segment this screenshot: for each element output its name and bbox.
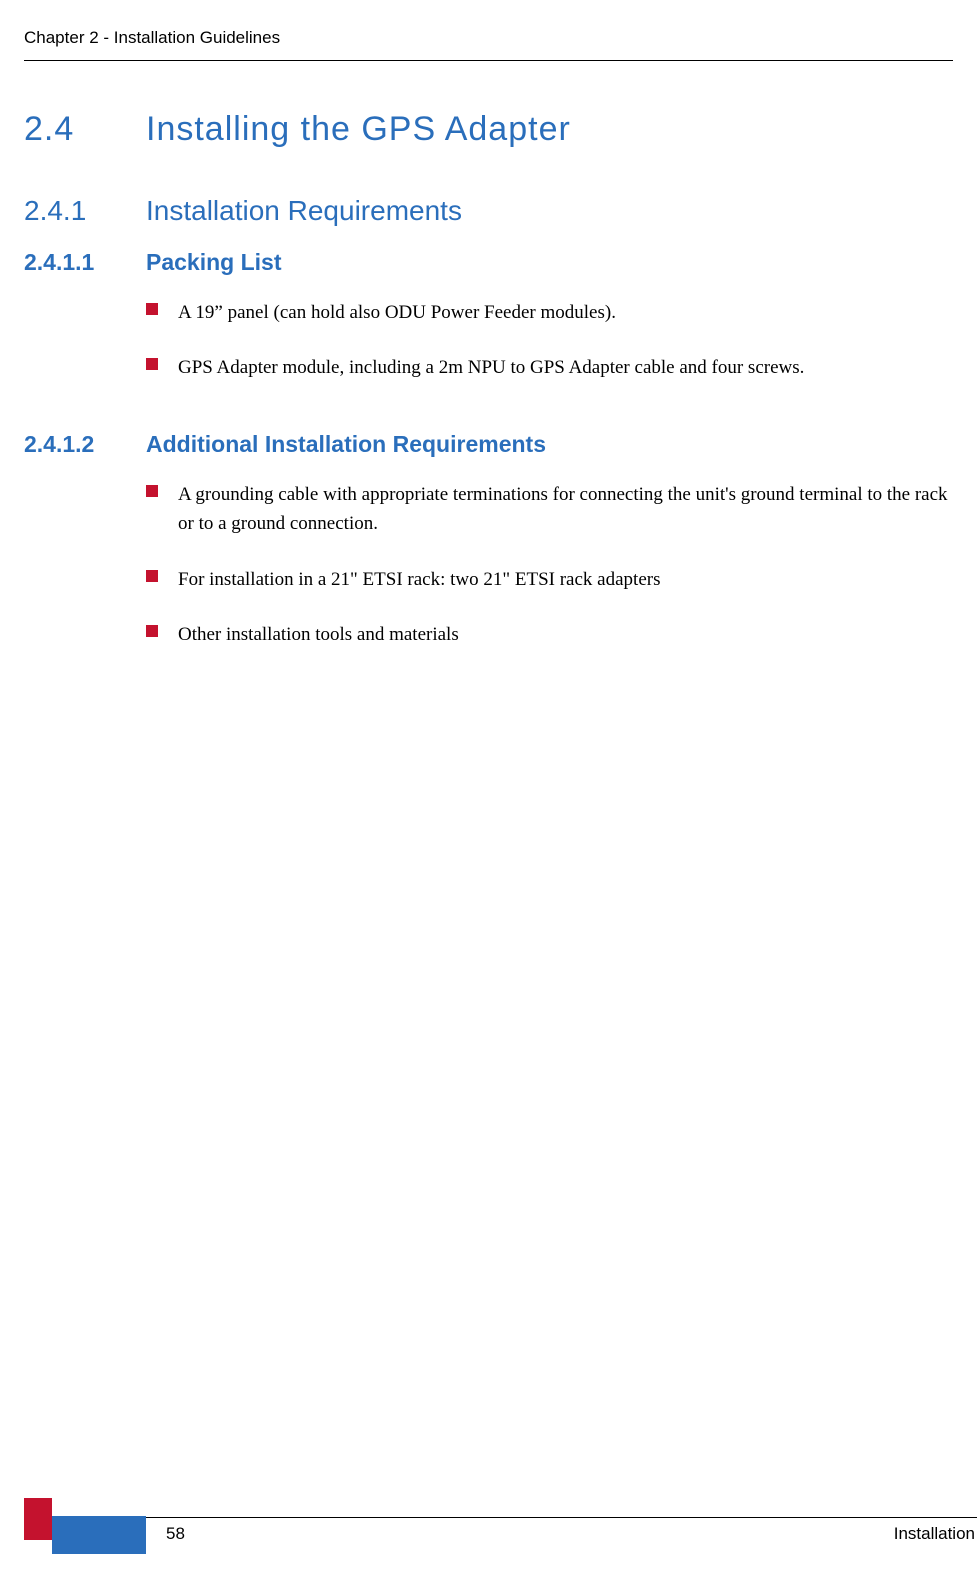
bullet-square-icon — [146, 358, 158, 370]
page-number: 58 — [166, 1524, 185, 1544]
heading-2-4-1-1: 2.4.1.1 Packing List — [24, 249, 953, 276]
bullet-square-icon — [146, 625, 158, 637]
bullet-square-icon — [146, 303, 158, 315]
list-item-text: For installation in a 21" ETSI rack: two… — [178, 565, 660, 594]
heading-number: 2.4.1.1 — [24, 249, 146, 276]
footer-rule — [146, 1517, 977, 1518]
heading-number: 2.4.1 — [24, 195, 146, 227]
page: Chapter 2 - Installation Guidelines 2.4 … — [0, 0, 977, 1576]
page-content: 2.4 Installing the GPS Adapter 2.4.1 Ins… — [24, 100, 953, 676]
heading-number: 2.4 — [24, 110, 146, 149]
list-item: For installation in a 21" ETSI rack: two… — [146, 565, 953, 594]
footer-section-label: Installation — [894, 1524, 975, 1544]
chapter-label: Chapter 2 - Installation Guidelines — [24, 28, 953, 48]
heading-number: 2.4.1.2 — [24, 431, 146, 458]
bullet-square-icon — [146, 570, 158, 582]
footer-accent-blue — [52, 1516, 146, 1554]
heading-2-4-1: 2.4.1 Installation Requirements — [24, 195, 953, 227]
page-header: Chapter 2 - Installation Guidelines — [24, 28, 953, 61]
heading-2-4-1-2: 2.4.1.2 Additional Installation Requirem… — [24, 431, 953, 458]
list-item-text: A grounding cable with appropriate termi… — [178, 480, 953, 539]
heading-text: Installing the GPS Adapter — [146, 110, 571, 149]
heading-text: Installation Requirements — [146, 195, 462, 227]
heading-text: Additional Installation Requirements — [146, 431, 546, 458]
list-item-text: Other installation tools and materials — [178, 620, 459, 649]
list-item-text: A 19” panel (can hold also ODU Power Fee… — [178, 298, 616, 327]
list-item: A grounding cable with appropriate termi… — [146, 480, 953, 539]
bullet-square-icon — [146, 485, 158, 497]
list-item: A 19” panel (can hold also ODU Power Fee… — [146, 298, 953, 327]
list-item-text: GPS Adapter module, including a 2m NPU t… — [178, 353, 804, 382]
footer-accent-red — [24, 1498, 52, 1540]
header-rule — [24, 60, 953, 61]
heading-2-4: 2.4 Installing the GPS Adapter — [24, 110, 953, 149]
heading-text: Packing List — [146, 249, 281, 276]
page-footer: 58 Installation — [0, 1506, 977, 1554]
list-item: Other installation tools and materials — [146, 620, 953, 649]
list-item: GPS Adapter module, including a 2m NPU t… — [146, 353, 953, 382]
